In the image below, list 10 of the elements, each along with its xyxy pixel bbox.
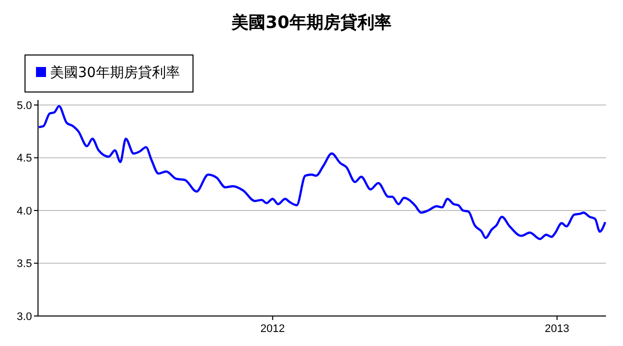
y-tick-label: 4.0 bbox=[16, 205, 32, 218]
y-tick-label: 5.0 bbox=[16, 100, 32, 112]
y-tick-label: 4.5 bbox=[16, 152, 32, 165]
line-series bbox=[38, 104, 606, 240]
x-tick-label: 2013 bbox=[544, 323, 570, 335]
legend-label: 美國30年期房貸利率 bbox=[50, 65, 180, 81]
chart-title: 美國30年期房貸利率 bbox=[230, 13, 392, 33]
y-tick-label: 3.5 bbox=[16, 258, 32, 270]
x-tick-label: 2012 bbox=[260, 323, 285, 335]
y-tick-label: 3.0 bbox=[16, 310, 32, 323]
